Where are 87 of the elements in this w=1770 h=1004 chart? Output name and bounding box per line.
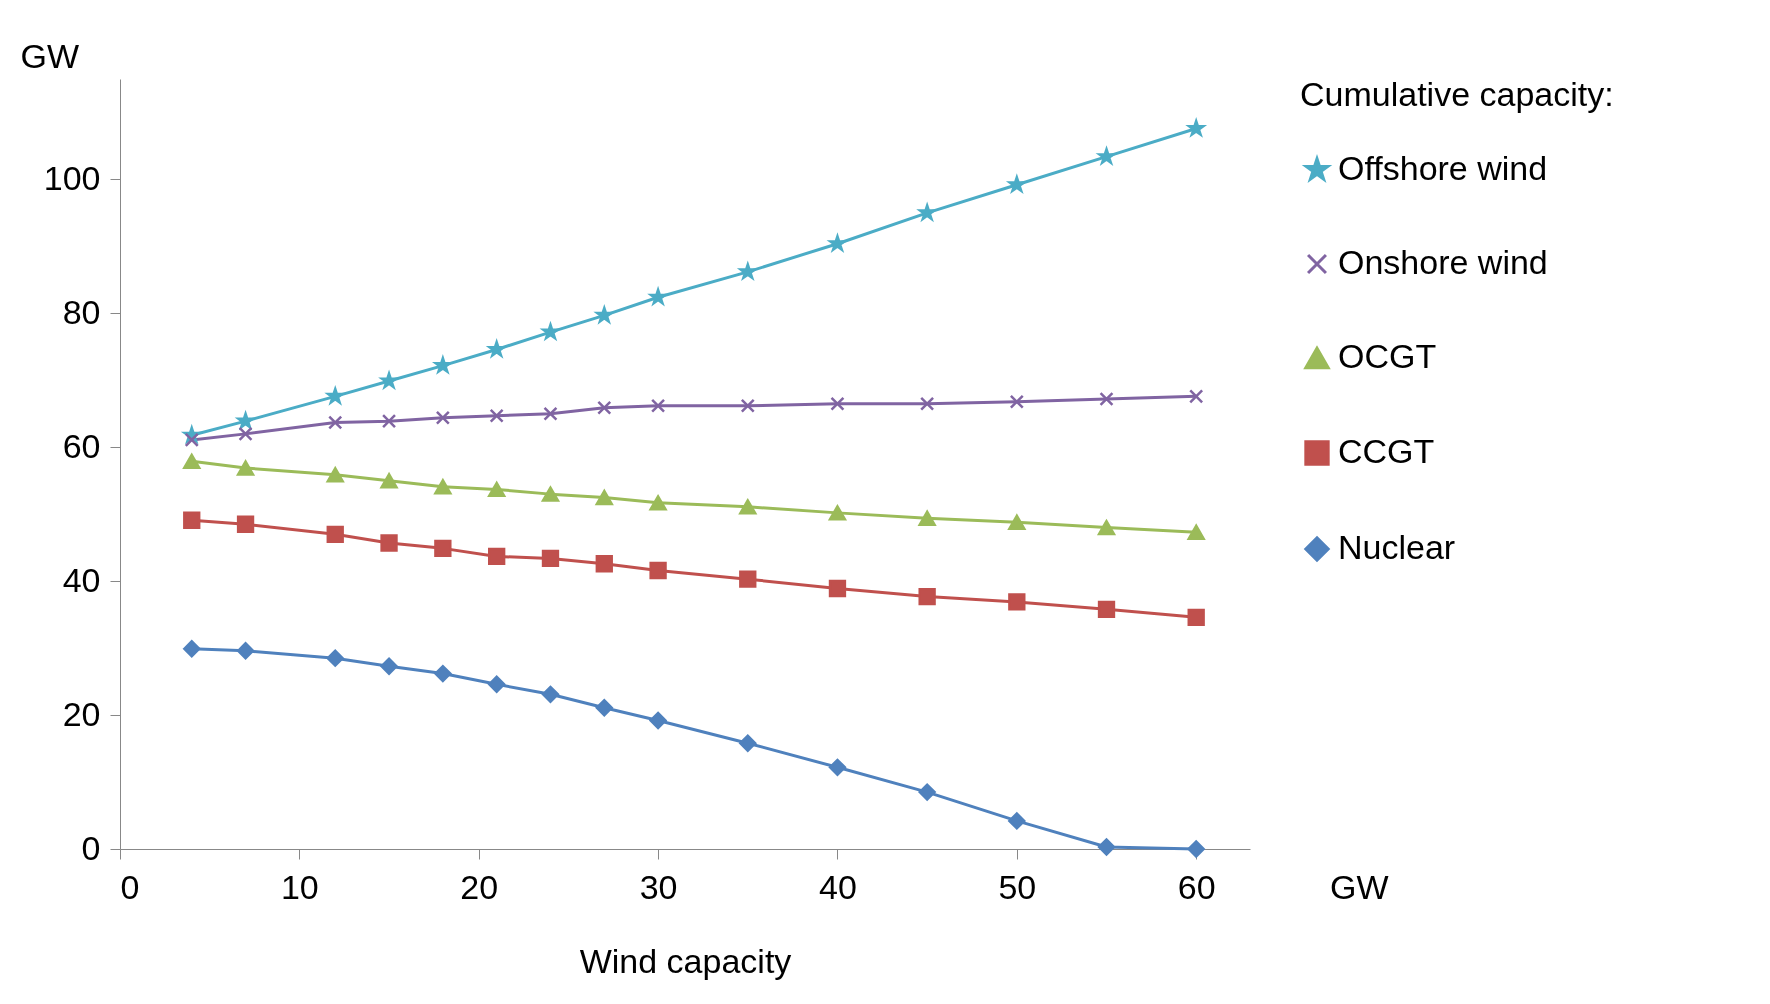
point (830, 396, 845, 411)
x-tick-label: 0 (120, 867, 140, 906)
point (595, 699, 613, 717)
point (739, 734, 757, 752)
point (918, 510, 936, 526)
point (236, 515, 255, 533)
point (1185, 117, 1207, 138)
point (326, 467, 344, 483)
point (1097, 838, 1116, 856)
point (597, 400, 612, 415)
legend-label: Onshore wind (1338, 243, 1548, 281)
point (380, 657, 398, 675)
point (183, 640, 201, 658)
point (1187, 608, 1205, 626)
point (435, 410, 451, 425)
point (1008, 593, 1026, 611)
point (739, 499, 757, 515)
x-tick-label: 10 (280, 867, 319, 906)
x-tick-label: 30 (639, 867, 678, 906)
legend-label: CCGT (1338, 432, 1435, 470)
point (380, 473, 398, 489)
point (183, 453, 201, 469)
point (650, 398, 666, 413)
point (328, 415, 343, 430)
legend-label: Nuclear (1338, 528, 1456, 566)
point (324, 385, 345, 406)
y-axis-title: GW (20, 36, 80, 75)
point (918, 587, 936, 606)
point (541, 549, 560, 568)
x-axis-title: Wind capacity (579, 941, 792, 980)
point (1187, 840, 1205, 858)
point (326, 525, 344, 543)
point (1008, 812, 1026, 830)
legend-label: Offshore wind (1338, 149, 1548, 187)
point (236, 460, 255, 476)
text: GW (1330, 868, 1389, 906)
y-tick-label: 0 (81, 828, 101, 867)
point (828, 505, 847, 521)
point (486, 338, 505, 359)
point (541, 486, 560, 502)
point (595, 555, 613, 573)
point (1189, 389, 1204, 404)
point (1009, 394, 1025, 409)
point (1187, 524, 1205, 540)
point (488, 481, 506, 498)
point (649, 495, 667, 511)
y-tick-label: 40 (62, 560, 101, 599)
x-tick-label: 20 (460, 867, 499, 906)
point (434, 664, 452, 683)
point (918, 783, 936, 801)
legend-title: Cumulative capacity: (1300, 75, 1614, 113)
point (649, 561, 667, 580)
point (183, 511, 201, 529)
point (593, 304, 613, 325)
point (740, 398, 755, 413)
point (649, 711, 667, 730)
point (380, 534, 398, 552)
point (326, 649, 344, 667)
point (432, 354, 452, 375)
y-tick-label: 20 (62, 694, 101, 733)
point (541, 685, 560, 703)
point (488, 675, 506, 693)
point (434, 539, 452, 558)
point (434, 479, 452, 495)
point (1097, 600, 1116, 618)
point (595, 489, 613, 506)
x-tick-label: 60 (1177, 867, 1216, 906)
x-tick-label: 50 (998, 867, 1037, 906)
y-tick-label: 100 (43, 158, 101, 197)
point (739, 570, 757, 588)
legend-label: OCGT (1338, 337, 1437, 375)
point (1097, 519, 1116, 536)
point (488, 547, 506, 566)
point (919, 396, 935, 411)
y-tick-label: 60 (62, 426, 101, 465)
point (236, 642, 255, 660)
point (543, 406, 558, 421)
y-tick-label: 80 (62, 292, 101, 331)
point (1099, 391, 1114, 407)
point (828, 758, 847, 776)
point (647, 286, 667, 307)
point (381, 413, 397, 429)
point (828, 579, 847, 598)
point (1008, 514, 1026, 530)
point (489, 408, 504, 423)
point (238, 426, 253, 442)
x-tick-label: 40 (819, 867, 857, 906)
